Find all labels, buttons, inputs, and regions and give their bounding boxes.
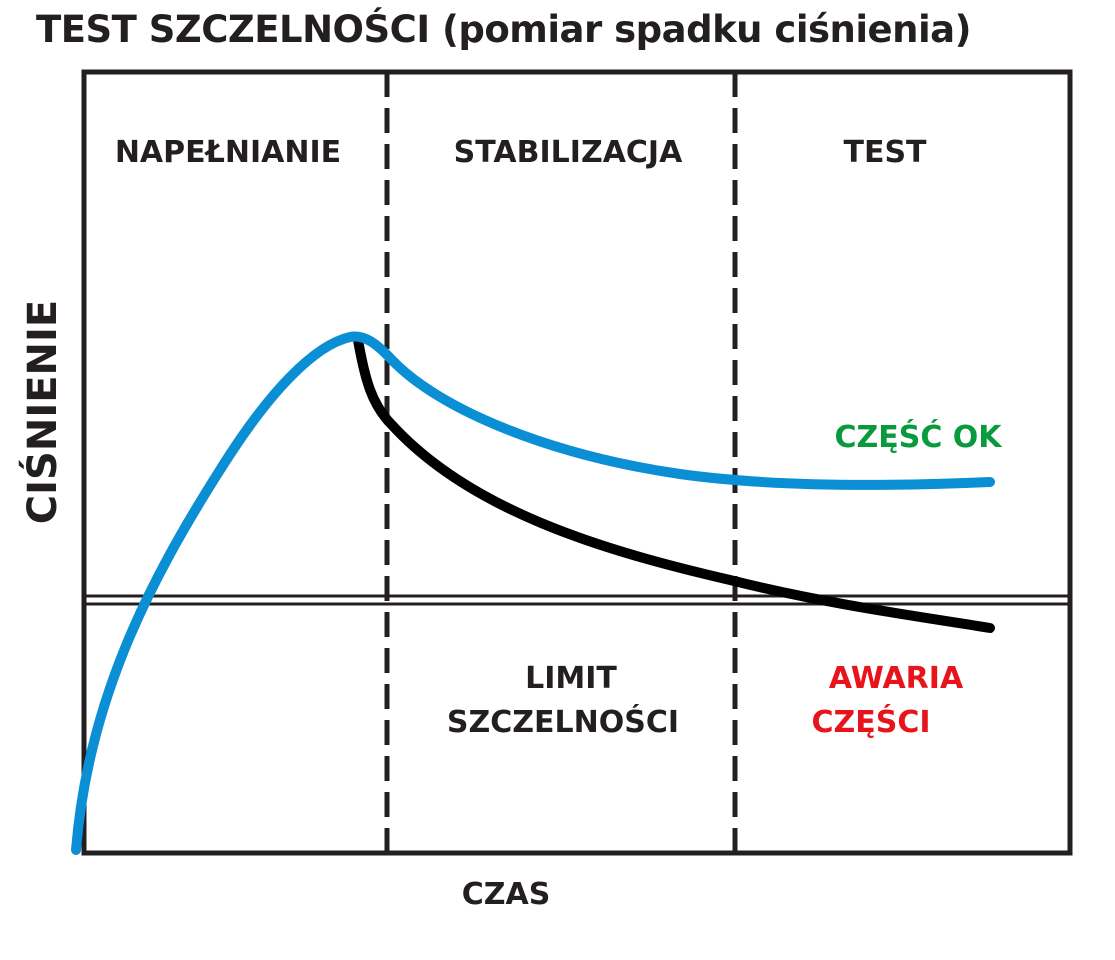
fail-curve: [353, 335, 995, 633]
ok-curve-label: CZĘŚĆ OK: [834, 418, 1003, 455]
fail-label-line2: CZĘŚCI: [811, 703, 930, 740]
phase-label-stabilization: STABILIZACJA: [454, 135, 683, 170]
phase-label-filling: NAPEŁNIANIE: [115, 135, 341, 170]
limit-label-line1: LIMIT: [525, 661, 617, 696]
phase-label-test: TEST: [843, 135, 927, 170]
y-axis-label: CIŚNIENIE: [18, 300, 66, 524]
diagram-title: TEST SZCZELNOŚCI (pomiar spadku ciśnieni…: [36, 8, 972, 51]
fail-label-line1: AWARIA: [829, 661, 964, 696]
x-axis-label: CZAS: [462, 877, 551, 912]
limit-label-line2: SZCZELNOŚCI: [447, 703, 679, 740]
ok-curve: [71, 331, 995, 855]
plot-frame: [81, 69, 1073, 856]
